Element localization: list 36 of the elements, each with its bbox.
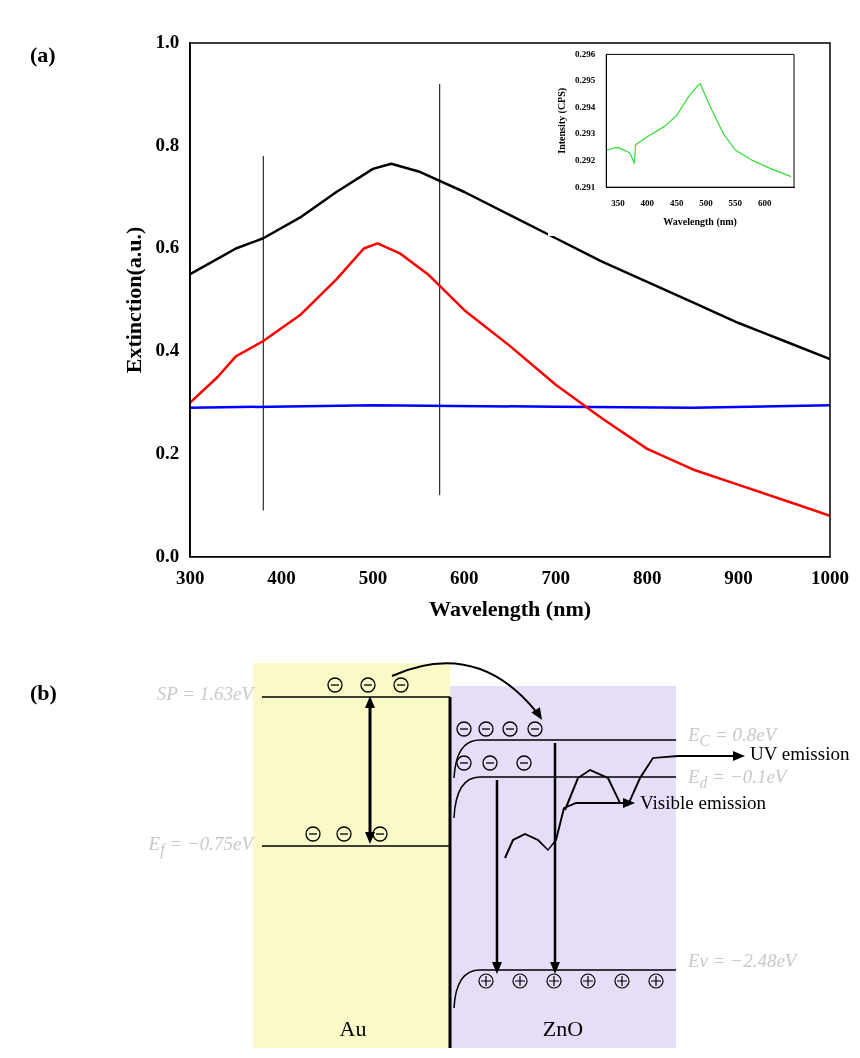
y-tick-label: 0.0 (155, 544, 180, 566)
y-tick-label: 0.292 (575, 154, 596, 165)
text: ZnO (542, 1016, 584, 1042)
x-tick-label: 700 (541, 567, 571, 589)
text: Au (339, 1016, 367, 1042)
y-tick-label: 0.293 (575, 128, 596, 139)
x-axis-title: Wavelength (nm) (429, 596, 592, 622)
y-tick-label: 0.2 (155, 441, 180, 463)
y-axis-title: Extinction(a.u.) (120, 226, 146, 374)
x-tick-label: 450 (669, 197, 684, 208)
text: Visible emission (640, 792, 767, 814)
y-tick-label: 0.294 (575, 101, 596, 112)
x-tick-label: 400 (640, 197, 655, 208)
x-tick-label: 400 (267, 567, 296, 589)
x-tick-label: 600 (757, 197, 772, 208)
y-tick-label: 0.6 (155, 236, 180, 258)
y-tick-label: 0.295 (575, 75, 596, 86)
x-tick-label: 500 (358, 567, 388, 589)
chart-title: (a) (30, 42, 56, 68)
text: (b) (30, 680, 57, 706)
y-tick-label: 0.8 (155, 133, 180, 155)
y-tick-label: 0.296 (575, 48, 596, 59)
x-tick-label: 300 (175, 567, 205, 589)
x-tick-label: 800 (632, 567, 662, 589)
y-tick-label: 0.291 (575, 181, 596, 192)
y-tick-label: 0.4 (155, 339, 180, 361)
y-tick-label: 1.0 (155, 30, 180, 52)
x-axis-title: Wavelength (nm) (663, 215, 737, 228)
x-tick-label: 1000 (811, 567, 849, 589)
x-tick-label: 350 (611, 197, 626, 208)
x-tick-label: 600 (450, 567, 479, 589)
text: UV emission (750, 743, 850, 765)
x-tick-label: 500 (699, 197, 714, 208)
x-tick-label: 900 (724, 567, 753, 589)
y-axis-title: Intensity (CPS) (555, 87, 568, 154)
x-tick-label: 550 (728, 197, 743, 208)
